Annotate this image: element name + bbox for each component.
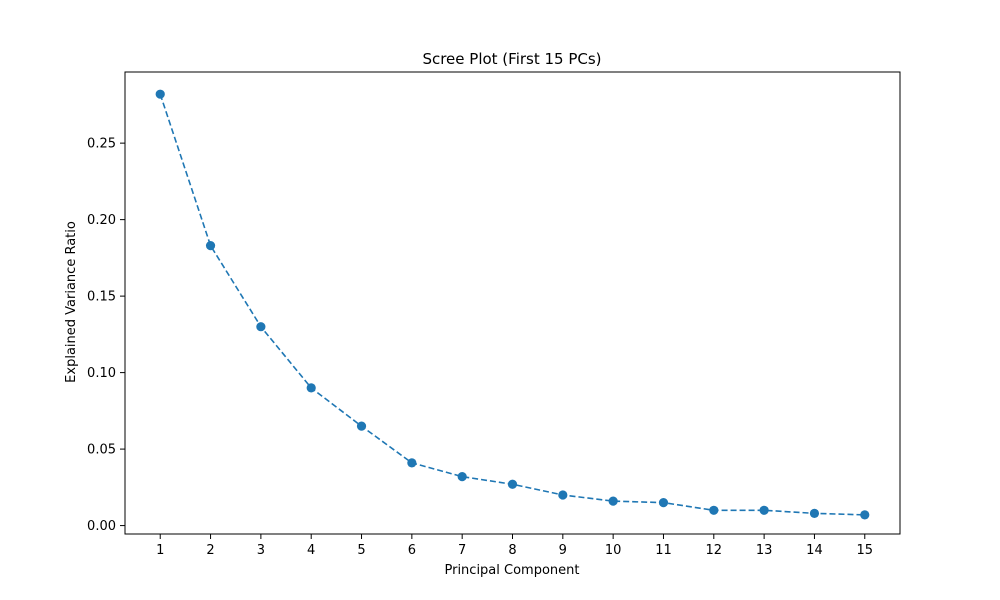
data-point [256, 322, 266, 332]
x-tick-label: 7 [458, 543, 466, 558]
data-point [356, 421, 367, 431]
y-tick-label: 0.05 [87, 443, 116, 458]
x-tick-label: 6 [408, 543, 416, 558]
x-tick-label: 8 [508, 543, 516, 558]
x-tick-label: 4 [307, 543, 315, 558]
x-tick-label: 5 [357, 543, 365, 558]
data-point [306, 383, 316, 393]
y-tick-label: 0.20 [87, 213, 116, 228]
x-tick-label: 14 [806, 543, 823, 558]
y-tick-label: 0.15 [87, 290, 116, 305]
x-tick-label: 10 [605, 543, 622, 558]
plot-area: 1 2 3 4 5 6 7 8 9 10 11 12 13 14 150.000.050.100.150.2… [87, 71, 901, 558]
data-point [205, 241, 216, 251]
x-tick-label: 12 [706, 543, 723, 558]
data-point [709, 505, 719, 515]
x-tick-label: 15 [856, 543, 873, 558]
chart-title: Scree Plot (First 15 PCs) [422, 50, 601, 68]
x-tick-label: 9 [559, 543, 567, 558]
series-line [159, 93, 865, 516]
data-point [507, 479, 518, 489]
x-tick-label: 3 [257, 543, 265, 558]
data-point [860, 510, 870, 520]
y-tick-label: 0.00 [87, 519, 116, 534]
data-point [155, 89, 165, 99]
data-point [457, 472, 467, 482]
data-point [759, 505, 769, 515]
x-tick-label: 2 [206, 543, 214, 558]
x-tick-label: 11 [655, 543, 672, 558]
data-point [407, 458, 417, 468]
x-axis-label: Principal Component [444, 563, 579, 578]
y-tick-label: 0.25 [87, 137, 116, 152]
data-point [658, 498, 669, 508]
data-point [809, 508, 820, 518]
axes-frame [124, 71, 901, 535]
y-axis-label: Explained Variance Ratio [64, 221, 79, 383]
data-point [608, 496, 618, 506]
data-point [558, 490, 568, 500]
x-tick-label: 1 [156, 543, 164, 558]
x-tick-label: 13 [756, 543, 773, 558]
y-tick-label: 0.10 [87, 366, 116, 381]
